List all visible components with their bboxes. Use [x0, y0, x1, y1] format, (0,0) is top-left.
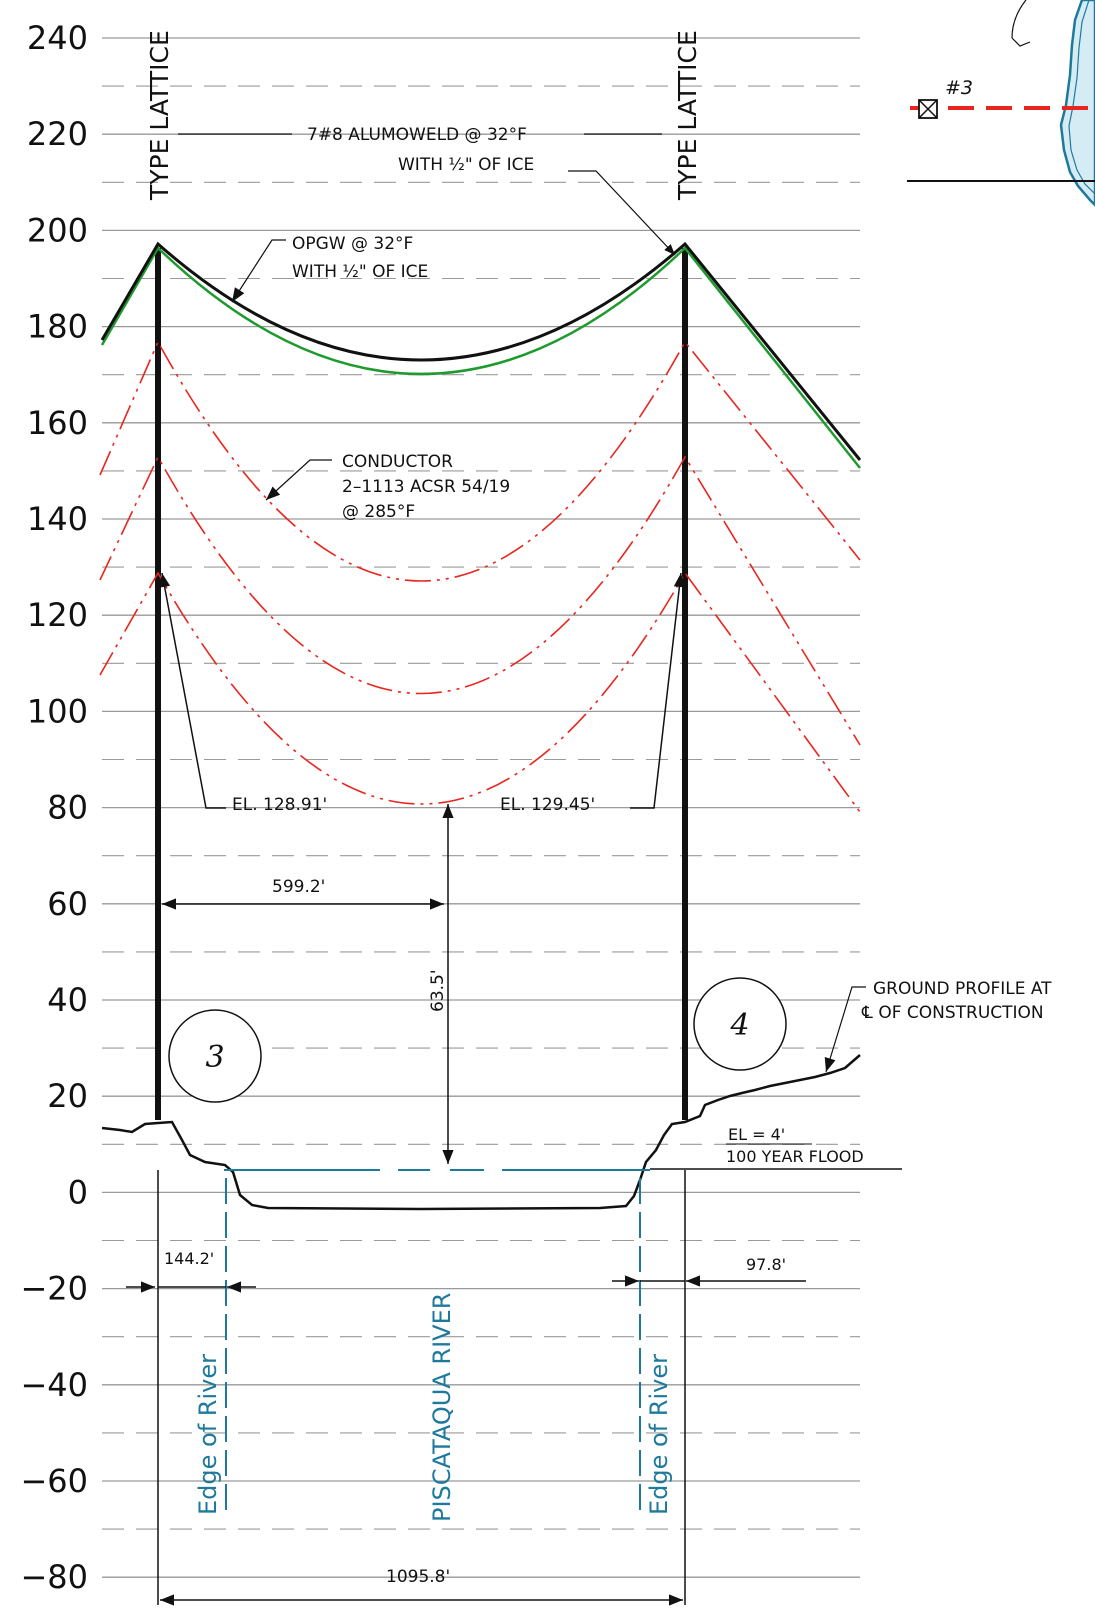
inset-river-shape — [1059, 0, 1095, 207]
clearance-label: 63.5' — [428, 969, 448, 1012]
el-right-label: EL. 129.45' — [500, 795, 595, 815]
ground-profile-label-line2: ℄ OF CONSTRUCTION — [861, 1003, 1044, 1023]
conductor-middle — [99, 455, 861, 746]
inset-structure-x2 — [918, 99, 938, 119]
inset-plan-view: #3 — [907, 0, 1095, 207]
left-edge-label: 144.2' — [164, 1249, 214, 1268]
elevation-label: 220 — [27, 115, 88, 153]
elevation-label: 0 — [68, 1173, 88, 1211]
elevation-label: 160 — [27, 404, 88, 442]
elevation-label: 20 — [47, 1077, 88, 1115]
total-span-label: 1095.8' — [386, 1567, 450, 1587]
flood-level: EL = 4' 100 YEAR FLOOD — [650, 1125, 902, 1170]
elevation-label: 60 — [47, 885, 88, 923]
elevation-label: −80 — [20, 1558, 88, 1596]
tower-3-number: 3 — [205, 1040, 224, 1075]
elevation-label: 40 — [47, 981, 88, 1019]
tower-3-type-label: TYPE LATTICE — [145, 30, 174, 201]
conductor-top — [99, 340, 861, 582]
opgw-label-line2: WITH ½" OF ICE — [292, 262, 428, 282]
el-left-label: EL. 128.91' — [232, 795, 327, 815]
elevation-label: 240 — [27, 19, 88, 57]
elevation-label: 100 — [27, 692, 88, 730]
elevation-axis-labels: 240220200180160140120100806040200−20−40−… — [20, 19, 88, 1596]
tower-4-number: 4 — [729, 1008, 749, 1043]
alumoweld-leader-arrow — [568, 170, 676, 256]
edge-of-river-left: Edge of River — [194, 1354, 222, 1515]
conductor-label-line1: CONDUCTOR — [342, 452, 453, 472]
tower-structures: TYPE LATTICE TYPE LATTICE 3 4 — [145, 30, 787, 1605]
edge-of-river-right: Edge of River — [645, 1354, 673, 1515]
flood-elevation-label: EL = 4' — [728, 1125, 785, 1144]
ground-profile-leader — [824, 986, 866, 1073]
conductor-label-line2: 2–1113 ACSR 54/19 — [342, 477, 510, 497]
piscataqua-river-label: PISCATAQUA RIVER — [428, 1293, 456, 1522]
elevation-label: 120 — [27, 596, 88, 634]
tower-3-number-circle — [168, 1009, 262, 1103]
tower-4-type-label: TYPE LATTICE — [673, 30, 702, 201]
opgw-leader-arrow — [231, 239, 286, 303]
el-left-leader — [159, 572, 226, 809]
inset-river-inner-edge — [1068, 0, 1095, 195]
inset-structure-label: #3 — [945, 77, 973, 99]
opgw-wire — [100, 245, 861, 469]
alumoweld-wire — [100, 241, 862, 461]
callouts: 7#8 ALUMOWELD @ 32°F WITH ½" OF ICE OPGW… — [159, 125, 1052, 1073]
alumoweld-label-line2: WITH ½" OF ICE — [398, 155, 534, 175]
elevation-label: −60 — [20, 1462, 88, 1500]
elevation-label: 140 — [27, 500, 88, 538]
elevation-label: 180 — [27, 308, 88, 346]
conductors — [99, 340, 861, 813]
water-features: Edge of River PISCATAQUA RIVER Edge of R… — [194, 1169, 673, 1522]
conductor-leader-arrow — [265, 459, 332, 501]
dimensions: 599.2' 63.5' 144.2' 97.8' 1095.8' — [126, 804, 806, 1606]
tower-4-number-circle — [693, 977, 787, 1071]
el-right-leader — [630, 572, 685, 809]
inset-leader-curve — [1011, 0, 1031, 47]
flood-description-label: 100 YEAR FLOOD — [726, 1147, 864, 1166]
half-span-label: 599.2' — [272, 877, 325, 897]
conductor-label-line3: @ 285°F — [342, 502, 415, 522]
elevation-label: 200 — [27, 211, 88, 249]
elevation-label: −40 — [20, 1366, 88, 1404]
opgw-label-line1: OPGW @ 32°F — [292, 234, 413, 254]
conductor-bottom — [99, 571, 861, 813]
alumoweld-label-line1: 7#8 ALUMOWELD @ 32°F — [307, 125, 527, 145]
shield-wires — [100, 241, 862, 469]
right-edge-label: 97.8' — [746, 1255, 786, 1274]
ground-profile-label-line1: GROUND PROFILE AT — [873, 979, 1052, 999]
elevation-label: −20 — [20, 1270, 88, 1308]
elevation-label: 80 — [47, 789, 88, 827]
